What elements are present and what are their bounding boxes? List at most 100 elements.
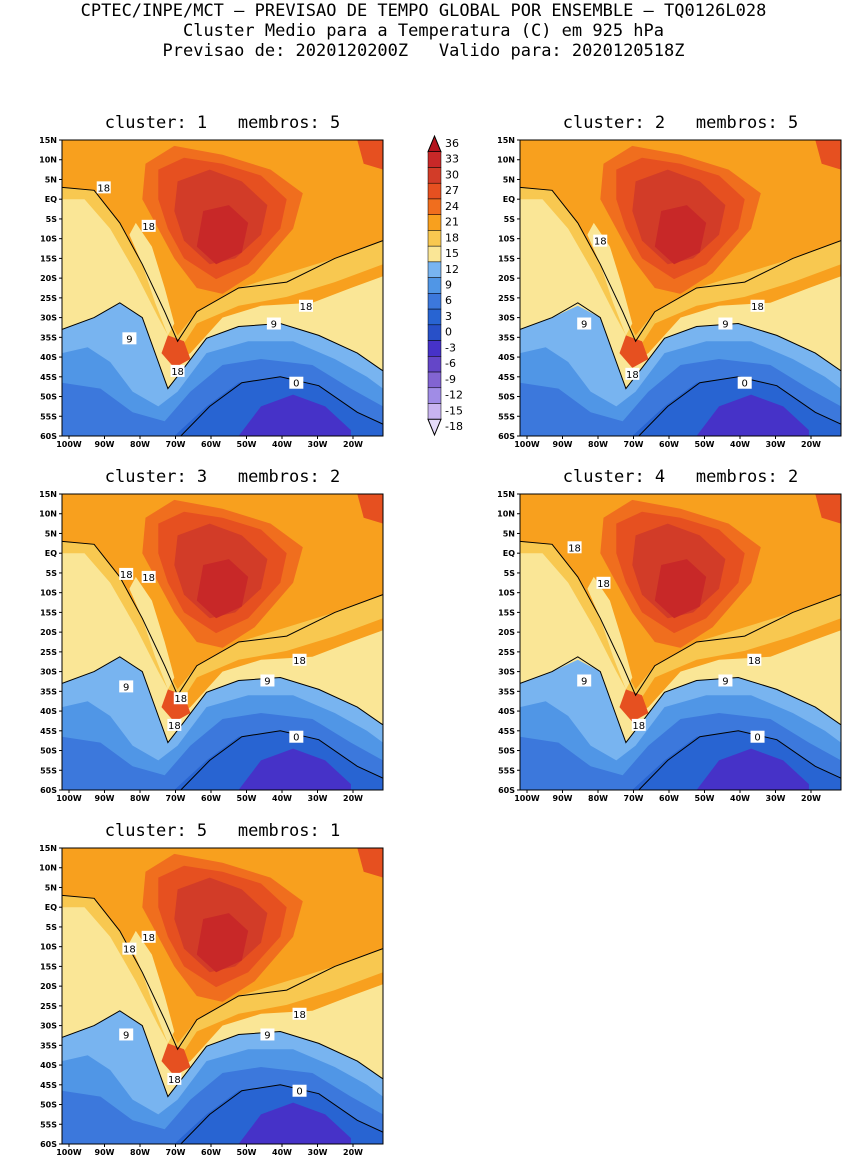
- lat-tick-label: 10S: [40, 943, 57, 952]
- southern-cone-warm: [161, 335, 191, 368]
- map-panel-1: 18 18 18 9 9 18 0 15N 10N 5N EQ 5S 10S 15S 20S 25S 30S 35…: [39, 136, 384, 449]
- lon-tick-label: 50W: [237, 794, 257, 803]
- lat-tick-label: 30S: [498, 314, 515, 323]
- colorbar-swatch: [427, 293, 442, 310]
- svg-text:9: 9: [264, 676, 270, 687]
- lat-tick-label: 15N: [39, 490, 57, 499]
- lat-tick-label: 55S: [40, 412, 57, 421]
- lon-tick-label: 60W: [659, 440, 679, 449]
- contour-label: 18: [122, 942, 137, 956]
- header-line-2: Cluster Medio para a Temperatura (C) em …: [182, 21, 665, 41]
- lat-tick-label: 10S: [498, 589, 515, 598]
- lat-tick-label: 50S: [40, 393, 57, 402]
- field-18: [520, 187, 841, 354]
- svg-text:18: 18: [97, 183, 110, 194]
- lat-tick-label: 10N: [39, 510, 57, 519]
- lat-tick-label: 10N: [497, 510, 515, 519]
- colorbar-swatch: [427, 214, 442, 231]
- lat-tick-label: 55S: [498, 412, 515, 421]
- colorbar-label: -3: [445, 341, 456, 354]
- contour-label: 9: [577, 317, 592, 331]
- colorbar-label: -6: [445, 357, 456, 370]
- svg-text:18: 18: [142, 222, 155, 233]
- colorbar-label: -12: [445, 389, 463, 402]
- lat-tick-label: 20S: [498, 628, 515, 637]
- lon-tick-label: 50W: [695, 794, 715, 803]
- svg-text:9: 9: [581, 676, 587, 687]
- lon-tick-label: 100W: [514, 794, 540, 803]
- lon-tick-label: 60W: [201, 440, 221, 449]
- lat-tick-label: 10N: [497, 156, 515, 165]
- contour-label: 9: [119, 1028, 134, 1041]
- lon-tick-label: 20W: [801, 794, 821, 803]
- contour-line: [62, 1010, 383, 1098]
- svg-text:9: 9: [126, 334, 132, 345]
- colorbar-swatch: [427, 356, 442, 373]
- lat-tick-label: 5N: [503, 175, 515, 184]
- contour-label: 9: [577, 674, 592, 687]
- lon-tick-label: 60W: [201, 794, 221, 803]
- svg-text:18: 18: [293, 1010, 306, 1021]
- colorbar-swatch: [427, 371, 442, 389]
- colorbar-label: 3: [445, 310, 452, 323]
- panel-title-4: cluster: 4 membros: 2: [562, 467, 799, 487]
- lon-tick-label: 70W: [624, 440, 644, 449]
- field-minus-3: [238, 748, 351, 790]
- lat-tick-label: 15N: [39, 136, 57, 145]
- field-minus-3: [696, 394, 809, 436]
- lat-tick-label: 60S: [498, 432, 515, 441]
- lon-tick-label: 80W: [588, 440, 608, 449]
- lat-tick-label: 60S: [498, 786, 515, 795]
- field-minus-3: [238, 1102, 351, 1144]
- colorbar-swatch: [427, 340, 442, 357]
- lon-tick-label: 100W: [56, 794, 82, 803]
- lat-tick-label: 15S: [498, 608, 515, 617]
- lat-tick-label: 50S: [498, 393, 515, 402]
- contour-label: 0: [289, 376, 304, 390]
- colorbar-swatch: [427, 230, 442, 247]
- lon-tick-label: 40W: [272, 1148, 292, 1157]
- lat-tick-label: 15S: [40, 962, 57, 971]
- contour-label: 18: [119, 567, 134, 581]
- svg-text:18: 18: [142, 933, 155, 944]
- lon-tick-label: 90W: [553, 440, 573, 449]
- lat-tick-label: 15S: [498, 254, 515, 263]
- svg-text:0: 0: [293, 379, 299, 390]
- contour-line: [180, 730, 383, 790]
- lat-tick-label: 35S: [40, 687, 57, 696]
- field-33: [654, 205, 707, 265]
- lat-tick-label: 5N: [45, 883, 57, 892]
- lon-tick-label: 100W: [514, 440, 540, 449]
- colorbar-swatch: [427, 245, 442, 263]
- colorbar-label: 15: [445, 247, 459, 260]
- lat-tick-label: 40S: [498, 353, 515, 362]
- colorbar-label: -18: [445, 420, 463, 433]
- lon-tick-label: 90W: [95, 794, 115, 803]
- caribbean-warm: [815, 140, 841, 170]
- colorbar-swatch: [427, 261, 442, 278]
- caribbean-warm: [357, 140, 383, 170]
- contour-label: 9: [266, 317, 281, 331]
- lat-tick-label: 55S: [498, 766, 515, 775]
- contour-label: 18: [567, 541, 582, 554]
- lat-tick-label: 30S: [498, 668, 515, 677]
- map-panel-4: 18 18 18 9 9 18 0 15N 10N 5N EQ 5S 10S 15S 20S 25S 30S 35…: [497, 490, 842, 803]
- lat-tick-label: 30S: [40, 668, 57, 677]
- panel-title-1: cluster: 1 membros: 5: [104, 113, 341, 133]
- field-33: [196, 559, 249, 619]
- svg-text:18: 18: [748, 656, 761, 667]
- southern-cone-warm: [619, 335, 649, 368]
- lat-tick-label: 60S: [40, 1140, 57, 1149]
- lon-tick-label: 60W: [659, 794, 679, 803]
- panel-title-3: cluster: 3 membros: 2: [104, 467, 341, 487]
- contour-label: 18: [631, 718, 646, 732]
- contour-label: 18: [292, 1007, 307, 1021]
- svg-text:18: 18: [626, 370, 639, 381]
- southern-cone-warm: [161, 1043, 191, 1076]
- colorbar-label: 18: [445, 231, 459, 244]
- header-line-1: CPTEC/INPE/MCT – PREVISAO DE TEMPO GLOBA…: [80, 1, 767, 21]
- lat-tick-label: 10N: [39, 864, 57, 873]
- lat-tick-label: 5N: [45, 529, 57, 538]
- map-panel-2: 18 18 9 9 18 0 15N 10N 5N EQ 5S 10S 15S 20S 25S 30S 35S 4…: [497, 136, 842, 449]
- contour-label: 18: [298, 299, 313, 313]
